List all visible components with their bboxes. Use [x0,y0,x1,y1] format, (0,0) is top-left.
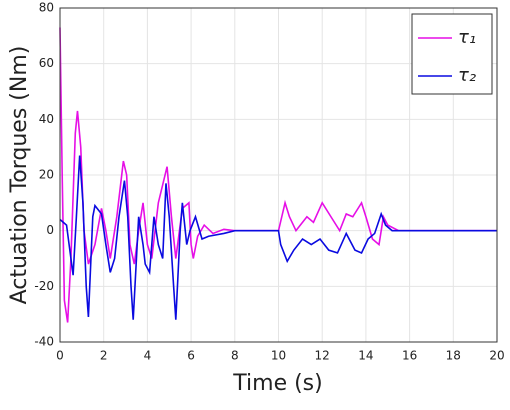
y-tick-label: 20 [39,168,54,182]
axes-box [59,7,498,343]
line-series [59,155,497,320]
legend-label: τ₂ [458,65,476,86]
y-tick-label: 80 [39,1,54,15]
y-tick-label: 40 [39,112,54,126]
legend-label: τ₁ [458,27,476,48]
x-tick-label: 12 [315,349,330,363]
x-tick-label: 0 [56,349,64,363]
x-tick-label: 20 [489,349,504,363]
y-tick-label: -20 [34,279,54,293]
y-tick-label: 60 [39,56,54,70]
x-tick-label: 14 [358,349,373,363]
x-axis-label: Time (s) [232,371,322,396]
y-tick-label: 0 [46,223,54,237]
x-tick-label: 18 [446,349,461,363]
y-tick-label: -40 [34,335,54,349]
x-tick-label: 16 [402,349,417,363]
x-tick-label: 10 [271,349,286,363]
x-tick-label: 8 [231,349,239,363]
x-tick-label: 2 [100,349,108,363]
x-tick-label: 6 [187,349,195,363]
x-tick-label: 4 [144,349,152,363]
y-axis-label: Actuation Torques (Nm) [7,46,32,305]
legend-box [411,13,493,95]
